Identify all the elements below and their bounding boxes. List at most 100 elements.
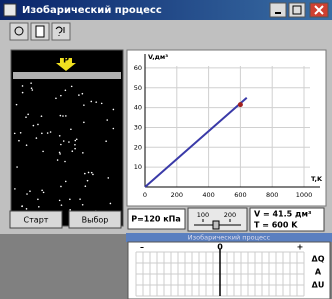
particle (83, 122, 85, 124)
particle (88, 172, 90, 174)
particle (50, 131, 52, 133)
particle (91, 172, 93, 174)
particle (62, 115, 64, 117)
particle (74, 144, 76, 146)
particle (90, 101, 92, 103)
x-tick-label: 0 (143, 191, 147, 199)
particle (85, 185, 87, 187)
slider-thumb[interactable] (213, 221, 219, 229)
y-tick-label: 60 (134, 64, 142, 72)
particle (107, 177, 109, 179)
x-tick-label: 1000 (296, 191, 313, 199)
particle (110, 203, 112, 205)
slider-tick-label: 100 (197, 211, 209, 219)
particle (31, 87, 33, 89)
slider-tick-label: 200 (224, 211, 236, 219)
app-window: Изобарический процесс P 0200400600800100… (0, 0, 332, 299)
particle (64, 161, 66, 163)
particle (27, 114, 29, 116)
y-axis-label: V,дм³ (148, 53, 168, 61)
particle (18, 140, 20, 142)
volume-readout: V = 41.5 дм³ (254, 210, 312, 219)
particle (47, 132, 49, 134)
particle (30, 82, 32, 84)
particle (26, 144, 28, 146)
x-tick-label: 400 (202, 191, 214, 199)
particle (29, 190, 31, 192)
particle (76, 138, 78, 140)
piston (13, 72, 121, 79)
particle (113, 128, 115, 130)
energy-title: Изобарический процесс (188, 234, 271, 242)
particle (41, 190, 43, 192)
energy-row-label: ΔU (312, 281, 325, 290)
particle (55, 97, 57, 99)
particle (71, 86, 73, 88)
particle (41, 133, 43, 135)
particle (71, 150, 73, 152)
particle (26, 193, 28, 195)
state-marker (238, 102, 243, 107)
temperature-readout: T = 600 K (254, 221, 298, 230)
particle (22, 92, 24, 94)
particle (43, 192, 45, 194)
x-axis-label: T,K (311, 175, 323, 183)
particle (38, 206, 40, 208)
particle (16, 104, 18, 106)
particle (21, 206, 23, 208)
particle (59, 200, 61, 202)
particle (95, 101, 97, 103)
particle (87, 180, 89, 182)
particle (78, 94, 80, 96)
maximize-button[interactable] (289, 3, 305, 17)
particle (74, 148, 76, 150)
page: {"window": {"title": "Изобарический проц… (0, 0, 332, 299)
particle (59, 135, 61, 137)
minimize-button[interactable] (270, 3, 286, 17)
particle (63, 140, 65, 142)
particle (70, 128, 72, 130)
particle (42, 151, 44, 153)
energy-row-label: ΔQ (312, 255, 325, 264)
particle (83, 104, 85, 106)
particle (60, 186, 62, 188)
particle (59, 152, 61, 154)
particle (60, 95, 62, 97)
particle (33, 125, 35, 127)
y-tick-label: 10 (134, 163, 142, 171)
pressure-value: P=120 кПа (131, 215, 181, 224)
sound-button[interactable] (10, 23, 28, 40)
particle (41, 115, 43, 117)
particle (69, 209, 71, 211)
pressure-arrow-label: P (63, 56, 69, 65)
particle (37, 124, 39, 126)
particle (69, 199, 71, 201)
select-button-label: Выбор (82, 216, 109, 225)
y-tick-label: 50 (134, 84, 142, 92)
particle (84, 173, 86, 175)
particle (82, 93, 84, 95)
y-tick-label: 40 (134, 104, 142, 112)
particle (60, 144, 62, 146)
particle (16, 166, 18, 168)
particle (14, 133, 16, 135)
particle (79, 198, 81, 200)
particle (82, 152, 84, 154)
x-tick-label: 600 (234, 191, 246, 199)
particle (25, 116, 27, 118)
particle (65, 115, 67, 117)
particle (36, 137, 38, 139)
particle (20, 132, 22, 134)
particle (57, 159, 59, 161)
particle (65, 181, 67, 183)
particle (113, 109, 115, 111)
x-tick-label: 800 (266, 191, 278, 199)
particle (22, 85, 24, 87)
particle (26, 208, 28, 210)
particle (82, 204, 84, 206)
particle (92, 174, 94, 176)
y-tick-label: 20 (134, 143, 142, 151)
particle (59, 153, 61, 155)
app-icon (4, 4, 16, 16)
energy-scale-label: 0 (217, 243, 223, 252)
